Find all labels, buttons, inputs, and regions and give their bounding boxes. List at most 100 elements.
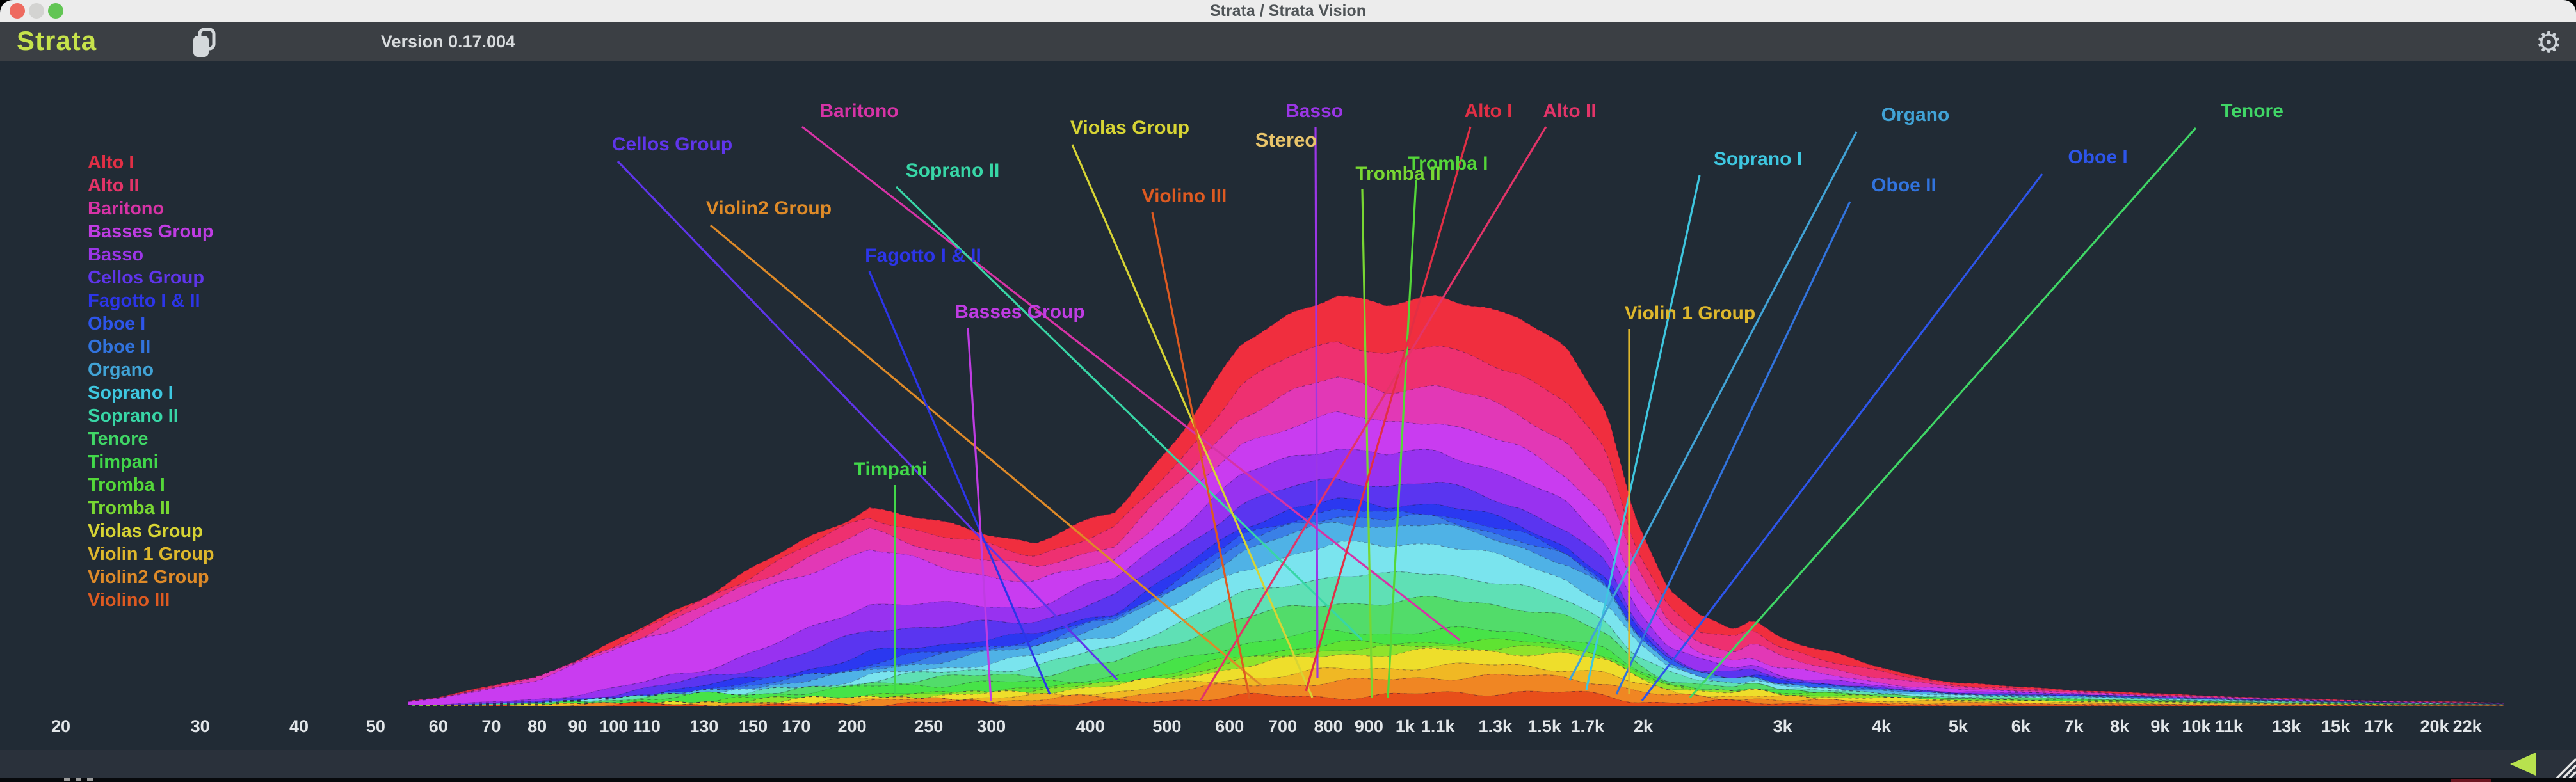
minimize-button[interactable] (29, 3, 44, 19)
close-button[interactable] (10, 3, 25, 19)
callout-line-basso (1314, 126, 1319, 679)
freq-tick-15k: 15k (2321, 717, 2351, 736)
callout-label-violino-iii: Violino III (1141, 186, 1227, 207)
callout-line-cellos-group (616, 160, 1118, 681)
transport-bar (0, 750, 2576, 778)
legend-item-soprano-ii[interactable]: Soprano II (88, 406, 179, 426)
legend-item-violin2-group[interactable]: Violin2 Group (88, 567, 209, 587)
callout-label-violas-group: Violas Group (1070, 117, 1190, 138)
zoom-button[interactable] (48, 3, 63, 19)
callout-line-alto-ii (1199, 126, 1547, 701)
toolbar: Strata Version 0.17.004 ⚙ (0, 22, 2576, 61)
layer-outline-alto-i (408, 294, 2504, 704)
callout-label-alto-i: Alto I (1464, 100, 1513, 122)
legend-item-soprano-i[interactable]: Soprano I (88, 383, 173, 403)
callout-line-tromba-ii (1361, 189, 1373, 698)
callout-label-cellos-group: Cellos Group (611, 134, 733, 155)
freq-tick-700: 700 (1268, 717, 1297, 736)
spectrum-layer-tenore (408, 596, 2504, 706)
pages-icon[interactable] (189, 28, 219, 58)
freq-tick-600: 600 (1215, 717, 1244, 736)
freq-tick-9k: 9k (2150, 717, 2170, 736)
callout-line-violin2-group (709, 224, 1266, 689)
freq-tick-170: 170 (782, 717, 811, 736)
legend-item-oboe-ii[interactable]: Oboe II (88, 337, 151, 357)
legend-item-tenore[interactable]: Tenore (88, 429, 149, 449)
freq-tick-11k: 11k (2215, 717, 2243, 736)
legend-item-fagotto-i-ii[interactable]: Fagotto I & II (88, 291, 200, 311)
channel-mode-label: Stereo (1255, 129, 1317, 151)
legend-item-alto-i[interactable]: Alto I (88, 152, 134, 173)
version-label: Version 0.17.004 (380, 32, 516, 51)
spectrum-layer-soprano-i (408, 541, 2504, 706)
callout-line-soprano-i (1585, 175, 1701, 690)
callout-label-oboe-i: Oboe I (2068, 147, 2128, 168)
freq-tick-6k: 6k (2011, 717, 2031, 736)
callout-line-soprano-ii (895, 186, 1364, 641)
legend-item-alto-ii[interactable]: Alto II (88, 175, 140, 196)
legend-item-violas-group[interactable]: Violas Group (88, 521, 203, 541)
freq-tick-1.3k: 1.3k (1478, 717, 1513, 736)
freq-tick-7k: 7k (2064, 717, 2084, 736)
freq-tick-800: 800 (1314, 717, 1343, 736)
bottom-strip (0, 778, 2576, 782)
callout-label-soprano-ii: Soprano II (905, 160, 1000, 181)
freq-tick-4k: 4k (1872, 717, 1892, 736)
freq-tick-1k: 1k (1395, 717, 1415, 736)
spectrum-layer-timpani (408, 626, 2504, 706)
legend-item-organo[interactable]: Organo (88, 360, 154, 380)
spectrum-layer-violas-group (408, 648, 2504, 706)
legend-item-cellos-group[interactable]: Cellos Group (88, 267, 205, 288)
freq-tick-22k: 22k (2452, 717, 2482, 736)
legend-item-timpani[interactable]: Timpani (88, 452, 159, 472)
callout-label-violin-1-group: Violin 1 Group (1624, 303, 1756, 324)
gear-icon[interactable]: ⚙ (2535, 26, 2562, 59)
freq-tick-300: 300 (977, 717, 1006, 736)
freq-tick-10k: 10k (2182, 717, 2211, 736)
callout-label-tromba-ii: Tromba II (1355, 163, 1441, 184)
freq-tick-1.7k: 1.7k (1570, 717, 1605, 736)
freq-tick-90: 90 (568, 717, 588, 736)
legend-item-violin-1-group[interactable]: Violin 1 Group (88, 544, 214, 564)
app-logo: Strata (17, 26, 97, 56)
callout-line-baritono (801, 125, 1460, 641)
title-bar: Strata / Strata Vision (0, 0, 2576, 22)
freq-tick-20: 20 (51, 717, 71, 736)
legend-item-oboe-i[interactable]: Oboe I (88, 314, 146, 334)
freq-tick-2k: 2k (1633, 717, 1654, 736)
freq-tick-150: 150 (739, 717, 768, 736)
dock-dot (76, 778, 81, 781)
freq-tick-5k: 5k (1948, 717, 1968, 736)
legend-item-violino-iii[interactable]: Violino III (88, 590, 170, 610)
legend-item-basses-group[interactable]: Basses Group (88, 221, 214, 242)
freq-tick-30: 30 (190, 717, 210, 736)
legend-item-tromba-ii[interactable]: Tromba II (88, 498, 170, 518)
dock-dot (87, 778, 93, 781)
callout-line-tromba-i (1387, 180, 1417, 698)
callout-line-oboe-i (1641, 173, 2043, 701)
callout-line-violino-iii (1151, 212, 1251, 699)
callout-label-fagotto-i-ii: Fagotto I & II (865, 245, 981, 266)
legend-item-tromba-i[interactable]: Tromba I (88, 475, 165, 495)
dock-dot (64, 778, 70, 781)
callout-line-tenore (1689, 127, 2197, 699)
freq-tick-50: 50 (366, 717, 385, 736)
freq-tick-500: 500 (1152, 717, 1182, 736)
callout-line-oboe-ii (1615, 201, 1851, 695)
freq-tick-8k: 8k (2110, 717, 2130, 736)
callout-label-tromba-i: Tromba I (1408, 153, 1488, 174)
freq-tick-1.1k: 1.1k (1421, 717, 1455, 736)
legend-item-baritono[interactable]: Baritono (88, 198, 165, 219)
window-title: Strata / Strata Vision (1209, 2, 1367, 20)
freq-tick-130: 130 (689, 717, 719, 736)
freq-tick-17k: 17k (2364, 717, 2394, 736)
bottom-accent (2451, 779, 2491, 782)
freq-tick-60: 60 (428, 717, 448, 736)
legend-item-basso[interactable]: Basso (88, 244, 144, 265)
callout-label-organo: Organo (1881, 104, 1950, 125)
freq-tick-70: 70 (481, 717, 501, 736)
freq-tick-1.5k: 1.5k (1527, 717, 1561, 736)
play-reverse-button[interactable] (2510, 753, 2536, 776)
spectrum-layer-violin2-group (408, 674, 2504, 706)
